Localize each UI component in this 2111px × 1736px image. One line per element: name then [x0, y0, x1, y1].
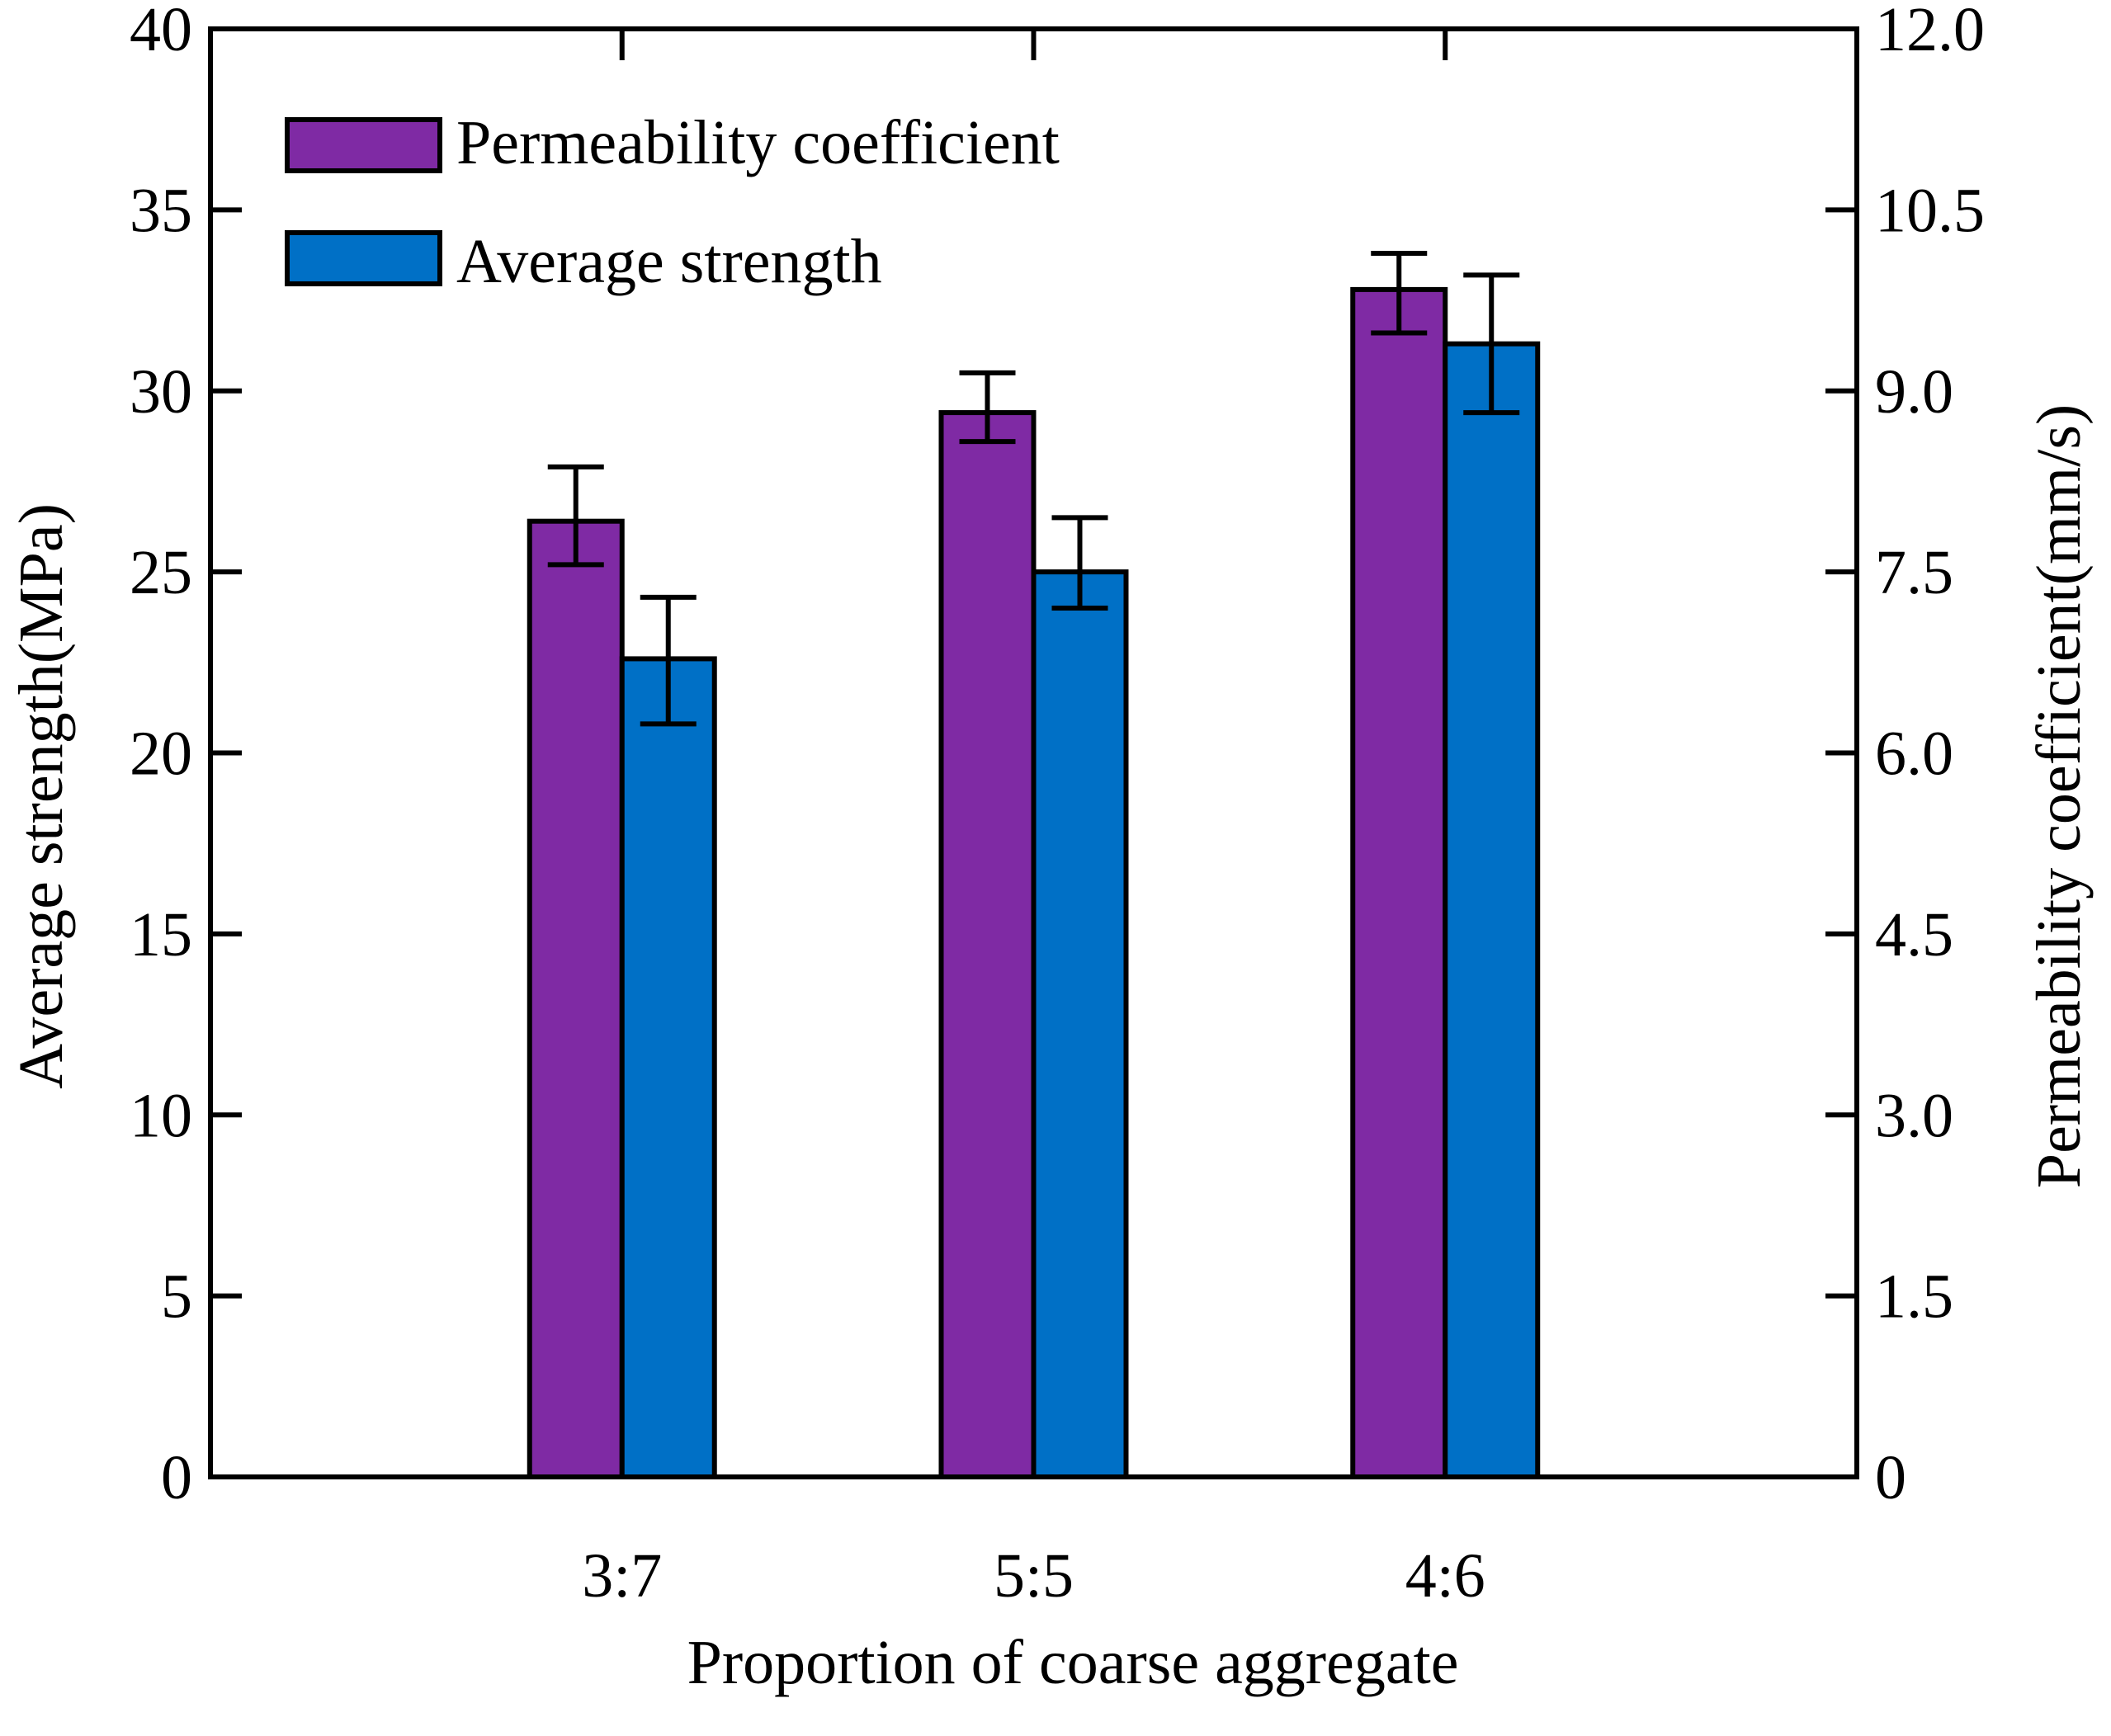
left-tick-label: 20 — [130, 719, 192, 789]
left-tick-label: 0 — [161, 1443, 192, 1512]
top-axis-ticks — [619, 29, 1448, 60]
errorbar-group — [547, 251, 1520, 727]
legend-label-permeability: Permeability coefficient — [456, 108, 1060, 177]
left-tick-label: 10 — [130, 1081, 192, 1150]
left-tick-label: 15 — [130, 900, 192, 969]
x-axis-tick-labels: 3:7 5:5 4:6 — [582, 1541, 1485, 1611]
left-axis-ticks: 0 5 10 15 20 25 30 35 40 — [130, 0, 242, 1512]
bar-average-strength — [1443, 341, 1541, 1479]
bar-permeability-coefficient — [938, 410, 1037, 1480]
right-tick-label: 7.5 — [1875, 538, 1953, 607]
legend-swatch-average-strength — [285, 230, 442, 286]
right-axis-title: Permeability coefficient(mm/s) — [2024, 404, 2094, 1188]
x-tick-label: 5:5 — [994, 1541, 1074, 1611]
left-tick-label: 30 — [130, 357, 192, 427]
bar-permeability-coefficient — [527, 518, 625, 1480]
right-tick-label: 6.0 — [1875, 719, 1953, 789]
x-axis-title: Proportion of coarse aggregate — [687, 1628, 1459, 1697]
right-tick-label: 4.5 — [1875, 900, 1953, 969]
right-tick-label: 0 — [1875, 1443, 1906, 1512]
bar-average-strength — [1031, 569, 1129, 1479]
bar-permeability-coefficient — [1350, 286, 1448, 1479]
right-tick-label: 9.0 — [1875, 357, 1953, 427]
left-tick-label: 25 — [130, 538, 192, 607]
left-tick-label: 5 — [161, 1262, 192, 1332]
legend-label-average-strength: Average strength — [456, 227, 882, 296]
legend: Permeability coefficient Average strengt… — [285, 108, 1060, 296]
x-tick-label: 4:6 — [1405, 1541, 1485, 1611]
right-tick-label: 3.0 — [1875, 1081, 1953, 1150]
right-tick-label: 10.5 — [1875, 176, 1985, 245]
x-tick-label: 3:7 — [582, 1541, 662, 1611]
left-axis-title: Average strength(MPa) — [7, 503, 76, 1089]
right-tick-label: 1.5 — [1875, 1262, 1953, 1332]
right-axis-ticks: 0 1.5 3.0 4.5 6.0 7.5 9.0 10.5 12.0 — [1825, 0, 1985, 1512]
bar-average-strength — [619, 656, 717, 1479]
left-tick-label: 35 — [130, 176, 192, 245]
left-tick-label: 40 — [130, 0, 192, 64]
bar-group — [527, 286, 1541, 1480]
legend-swatch-permeability — [285, 117, 442, 173]
right-tick-label: 12.0 — [1875, 0, 1985, 64]
